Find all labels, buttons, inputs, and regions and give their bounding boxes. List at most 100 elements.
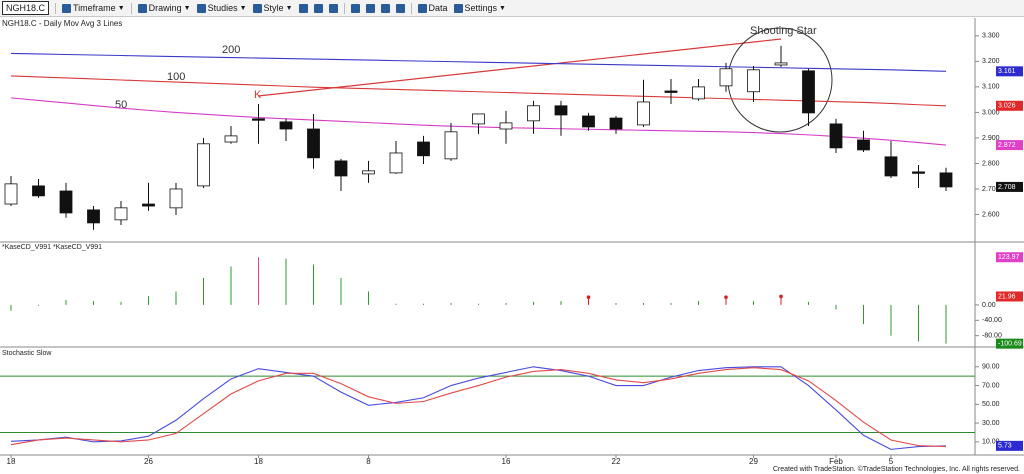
- candle-body: [87, 209, 100, 224]
- value-marker: [996, 100, 1023, 111]
- toolbar: NGH18.C Timeframe ▼ Drawing ▼ Studies ▼ Sty…: [0, 0, 1024, 17]
- candle-body: [939, 172, 953, 188]
- candle-body: [444, 131, 458, 160]
- y-tick-label: 3.300: [982, 33, 1000, 40]
- symbol-box[interactable]: NGH18.C: [2, 1, 50, 15]
- candle-body: [334, 160, 348, 177]
- annotation: K: [254, 89, 262, 101]
- candle-body: [252, 118, 265, 121]
- y-tick-label: 2.800: [982, 160, 1000, 167]
- candle-body: [4, 183, 18, 205]
- candle-body: [417, 141, 430, 157]
- tool-icon[interactable]: [380, 3, 390, 13]
- candle-body: [609, 117, 623, 130]
- x-tick-label: 18: [7, 457, 16, 466]
- menu-studies[interactable]: Studies ▼: [196, 3, 247, 13]
- value-marker-label: 3.026: [998, 103, 1016, 110]
- panel-title: NGH18.C - Daily Mov Avg 3 Lines: [2, 19, 122, 28]
- candle-body: [857, 139, 870, 151]
- value-marker-label: 5.73: [998, 443, 1012, 450]
- tool-icon[interactable]: [395, 3, 405, 13]
- tool-icon[interactable]: [313, 3, 323, 13]
- menu-settings[interactable]: Settings ▼: [453, 3, 506, 13]
- annotation: Shooting Star: [750, 25, 817, 37]
- signal-dot: [724, 295, 728, 300]
- candle-body: [884, 156, 898, 177]
- y-tick-label: -40.00: [982, 317, 1002, 324]
- candle-body: [389, 152, 403, 174]
- y-tick-label: 0.00: [982, 302, 996, 309]
- candle-body: [169, 188, 183, 209]
- menu-label: Studies: [207, 3, 238, 13]
- menu-label: Settings: [464, 3, 498, 13]
- menu-timeframe[interactable]: Timeframe ▼: [62, 3, 125, 13]
- x-tick-label: 22: [612, 457, 621, 466]
- y-tick-label: 90.00: [982, 364, 1000, 371]
- y-tick-label: 2.900: [982, 135, 1000, 142]
- candle-body: [719, 68, 733, 87]
- signal-dot: [779, 294, 783, 299]
- x-tick-label: 29: [749, 457, 758, 466]
- menu-label: Drawing: [148, 3, 182, 13]
- candle-body: [637, 101, 650, 126]
- tool-icon[interactable]: [328, 3, 338, 13]
- y-tick-label: 30.00: [982, 420, 1000, 427]
- y-tick-label: 50.00: [982, 401, 1000, 408]
- y-tick-label: 3.100: [982, 84, 1000, 91]
- y-tick-label: 3.200: [982, 58, 1000, 65]
- trend-line: [257, 38, 782, 97]
- candle-body: [774, 62, 788, 66]
- candle-body: [307, 128, 320, 159]
- candle-body: [527, 105, 540, 122]
- candle-body: [362, 170, 375, 175]
- candle-body: [802, 70, 815, 114]
- candle-body: [747, 69, 760, 93]
- candle-body: [499, 122, 513, 130]
- menu-label: Data: [428, 3, 448, 13]
- candle-body: [59, 190, 73, 214]
- candle-body: [582, 115, 595, 128]
- menu-style[interactable]: Style ▼: [252, 3, 293, 13]
- tool-icon[interactable]: [298, 3, 308, 13]
- candle-body: [224, 135, 238, 143]
- layout: [0, 18, 1024, 456]
- candle-body: [829, 123, 843, 149]
- menu-label: Timeframe: [73, 3, 116, 13]
- line-series: [10, 367, 947, 448]
- separator: [410, 2, 412, 14]
- menu-drawing[interactable]: Drawing ▼: [137, 3, 191, 13]
- candle-body: [472, 113, 485, 125]
- signal-dot: [586, 295, 591, 300]
- tool-icon[interactable]: [365, 3, 375, 13]
- candle-body: [279, 121, 293, 130]
- candle-body: [664, 90, 678, 93]
- y-tick-label: 2.700: [982, 186, 1000, 193]
- separator: [55, 2, 57, 14]
- x-tick-label: 26: [144, 457, 153, 466]
- candle-body: [142, 203, 155, 207]
- value-marker-label: 2.872: [998, 142, 1016, 149]
- candle-body: [114, 207, 128, 221]
- value-marker: [996, 252, 1023, 263]
- panel-title: Stochastic Slow: [2, 350, 52, 357]
- panel-title: *KaseCD_V991 *KaseCD_V991: [2, 244, 102, 251]
- value-marker: [996, 66, 1023, 77]
- candle-body: [197, 143, 210, 187]
- footer: Created with TradeStation. ©TradeStation…: [773, 465, 1020, 473]
- tool-icon[interactable]: [350, 3, 360, 13]
- y-tick-label: -80.00: [982, 333, 1002, 340]
- ma-label: 50: [115, 99, 127, 111]
- line-series: [10, 52, 947, 72]
- y-tick-label: 3.000: [982, 109, 1000, 116]
- x-tick-label: 8: [366, 457, 371, 466]
- line-series: [10, 75, 947, 107]
- value-marker: [996, 440, 1023, 451]
- value-marker-label: 2.708: [998, 184, 1016, 191]
- x-tick-label: 16: [502, 457, 511, 466]
- menu-data[interactable]: Data: [417, 3, 448, 13]
- candle-body: [32, 185, 45, 197]
- x-tick-label: 18: [254, 457, 263, 466]
- candle-body: [912, 171, 925, 174]
